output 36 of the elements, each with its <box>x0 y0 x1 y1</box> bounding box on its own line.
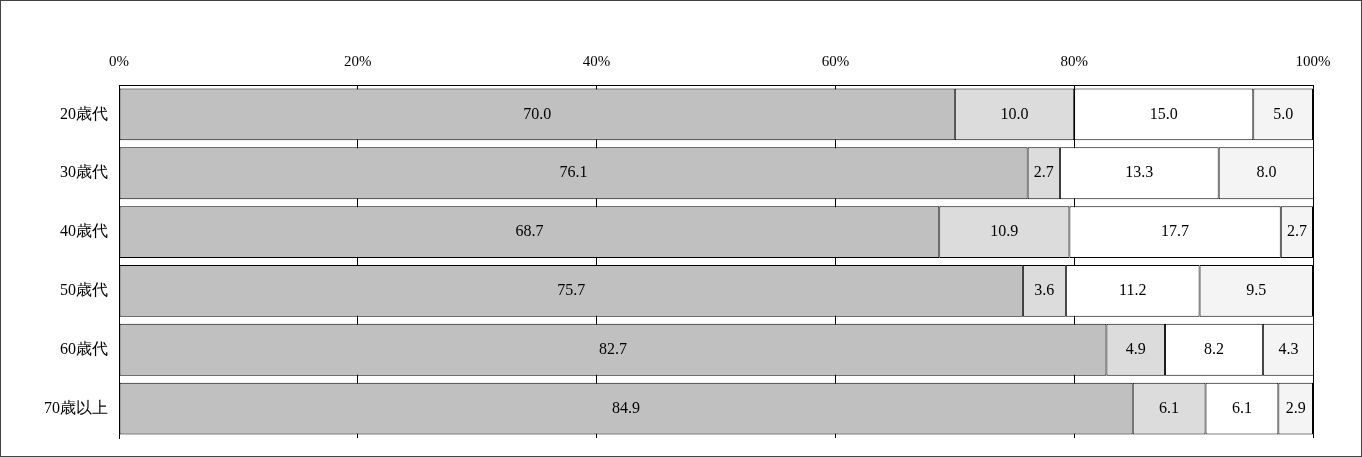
data-label: 10.9 <box>990 222 1019 240</box>
x-tick-label: 0% <box>109 52 129 69</box>
data-label: 6.1 <box>1231 398 1252 416</box>
data-label: 11.2 <box>1119 281 1147 299</box>
y-tick-label: 50歳代 <box>60 281 108 299</box>
data-label: 4.3 <box>1278 339 1299 357</box>
data-label: 2.9 <box>1285 398 1306 416</box>
data-label: 8.0 <box>1256 163 1277 181</box>
x-tick-label: 20% <box>344 52 372 69</box>
y-tick-label: 60歳代 <box>60 339 108 357</box>
data-label: 76.1 <box>559 163 588 181</box>
y-tick-label: 30歳代 <box>60 163 108 181</box>
data-label: 5.0 <box>1273 104 1294 122</box>
data-label: 70.0 <box>523 104 552 122</box>
y-tick-label: 40歳代 <box>60 222 108 240</box>
x-tick-label: 100% <box>1295 52 1331 69</box>
data-label: 84.9 <box>612 398 641 416</box>
data-label: 4.9 <box>1125 339 1146 357</box>
data-label: 13.3 <box>1125 163 1154 181</box>
y-tick-label: 70歳以上 <box>44 398 108 416</box>
data-label: 6.1 <box>1159 398 1180 416</box>
y-tick-label: 20歳代 <box>60 104 108 122</box>
x-tick-label: 60% <box>821 52 850 69</box>
data-label: 75.7 <box>557 281 586 299</box>
data-label: 82.7 <box>598 339 627 357</box>
data-label: 15.0 <box>1149 104 1178 122</box>
data-label: 68.7 <box>515 222 544 240</box>
data-label: 17.7 <box>1161 222 1190 240</box>
x-tick-label: 40% <box>582 52 611 69</box>
x-tick-label: 80% <box>1060 52 1088 69</box>
data-label: 2.7 <box>1286 222 1307 240</box>
data-label: 10.0 <box>1000 104 1029 122</box>
data-label: 8.2 <box>1203 339 1224 357</box>
data-label: 2.7 <box>1033 163 1054 181</box>
data-label: 9.5 <box>1246 281 1267 299</box>
data-label: 3.6 <box>1034 281 1055 299</box>
